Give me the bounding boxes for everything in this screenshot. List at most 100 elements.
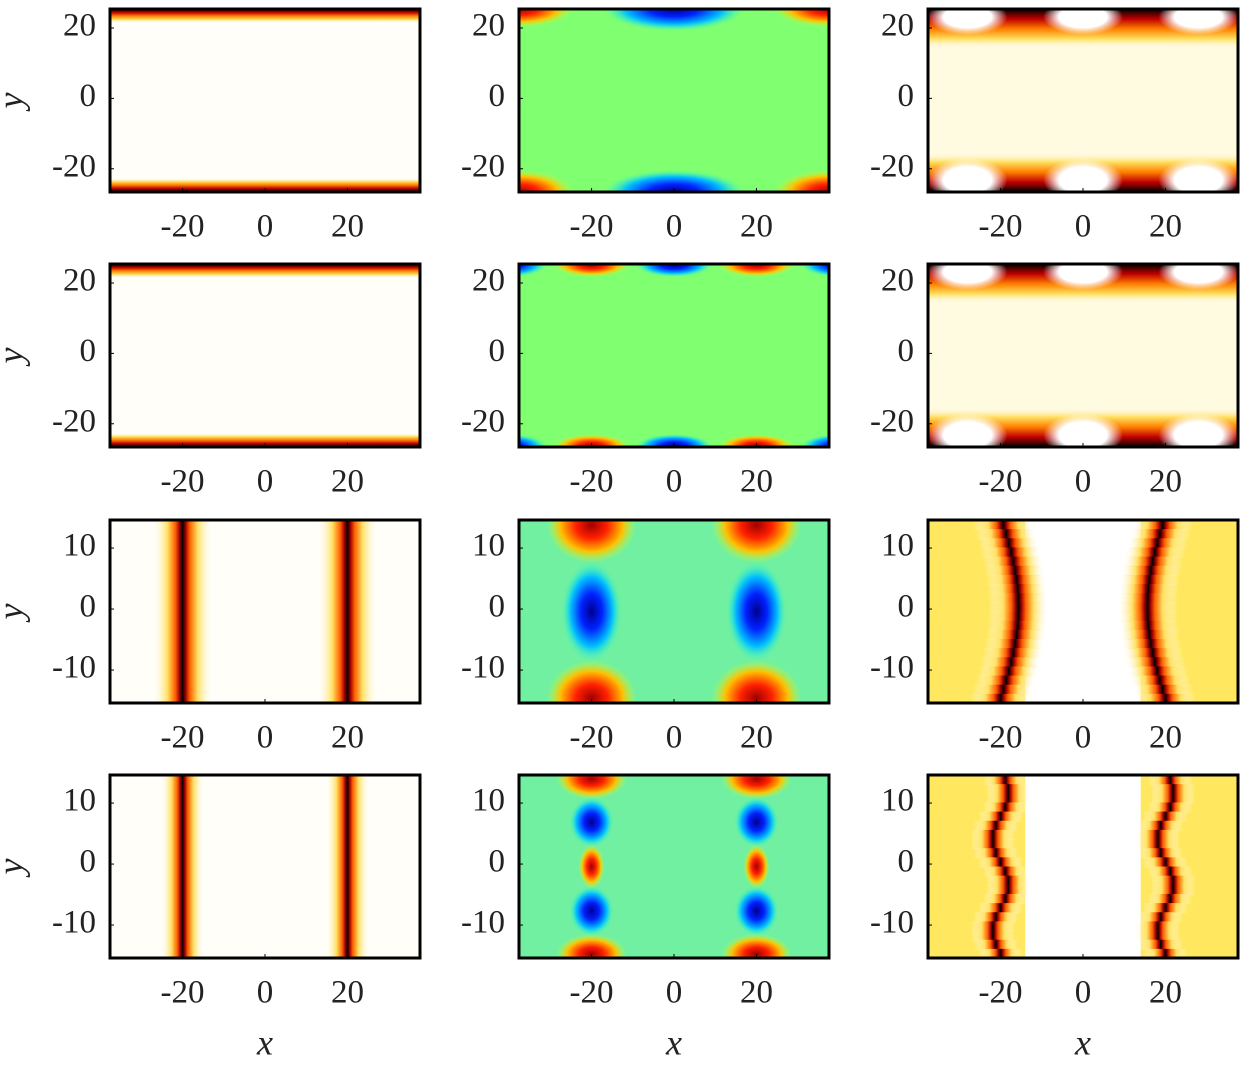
y-axis-label: y — [0, 603, 30, 622]
heatmap-shading — [978, 903, 1023, 914]
heatmap-shading — [569, 886, 614, 936]
heatmap-shading — [986, 574, 1047, 586]
heatmap-shading — [1132, 684, 1193, 695]
heatmap-shading — [152, 520, 213, 703]
heatmap-shading — [983, 556, 1044, 567]
y-tick-label: 20 — [881, 263, 914, 299]
y-tick-label: 0 — [898, 78, 915, 114]
heatmap-shading — [110, 178, 420, 192]
x-tick-label: -20 — [570, 464, 614, 500]
heatmap-shading — [986, 875, 1031, 886]
heatmap — [519, 520, 829, 703]
heatmap-shading — [1129, 529, 1190, 540]
x-tick-label: 20 — [740, 209, 773, 245]
x-tick-label: -20 — [979, 209, 1023, 245]
heatmap-shading — [1148, 866, 1193, 877]
heatmap-shading — [973, 939, 1018, 950]
y-tick-label: -20 — [461, 148, 505, 184]
heatmap-shading — [983, 893, 1028, 905]
x-tick-label: 20 — [1149, 975, 1182, 1011]
y-tick-label: 10 — [472, 528, 505, 564]
x-tick-label: -20 — [570, 975, 614, 1011]
heatmap-shading — [1120, 638, 1181, 650]
heatmap-shading — [556, 775, 627, 799]
heatmap-shading — [981, 547, 1042, 558]
y-tick-label: 0 — [898, 844, 915, 880]
heatmap — [519, 9, 829, 192]
heatmap-shading — [986, 793, 1031, 804]
y-tick-label: -10 — [870, 650, 914, 686]
y-tick-label: -20 — [461, 403, 505, 439]
heatmap-shading — [1119, 574, 1180, 586]
panel: -20 0 20 -20 0 20 — [461, 7, 831, 245]
heatmap-shading — [110, 264, 420, 278]
y-tick-label: 20 — [472, 8, 505, 44]
y-tick-label: -20 — [52, 403, 96, 439]
x-axis-label: x — [1074, 1022, 1091, 1062]
heatmap-shading — [561, 561, 622, 662]
y-tick-label: 10 — [881, 783, 914, 819]
heatmap-shading — [546, 520, 637, 563]
x-axis-label: x — [665, 1022, 682, 1062]
y-tick-label: -20 — [870, 148, 914, 184]
heatmap-shading — [978, 857, 1023, 868]
y-tick-label: 10 — [472, 783, 505, 819]
x-axis-label: x — [256, 1022, 273, 1062]
heatmap-shading — [928, 158, 1008, 192]
y-axis-label: y — [0, 92, 30, 111]
heatmap-shading — [160, 775, 205, 958]
heatmap-shading — [1148, 893, 1193, 905]
y-tick-label: 20 — [472, 263, 505, 299]
heatmap-shading — [978, 666, 1039, 677]
heatmap-shading — [986, 629, 1047, 640]
heatmap-shading — [1135, 693, 1196, 703]
heatmap-shading — [1138, 912, 1183, 923]
heatmap-shading — [988, 602, 1049, 613]
heatmap-shading — [1118, 620, 1179, 631]
heatmap-shading — [970, 693, 1031, 703]
heatmap-shading — [985, 638, 1046, 650]
heatmap-shading — [721, 934, 792, 958]
y-axis-label: y — [0, 347, 30, 366]
y-tick-label: -10 — [52, 905, 96, 941]
heatmap-shading — [973, 820, 1018, 831]
heatmap-shading — [988, 611, 1049, 622]
heatmap-shading — [519, 775, 829, 958]
heatmap-shading — [1151, 793, 1196, 804]
x-tick-label: -20 — [570, 720, 614, 756]
panel: -20 0 20 -10 0 10 x — [461, 773, 831, 1062]
heatmap-shading — [1151, 884, 1196, 895]
heatmap-shading — [519, 264, 829, 447]
heatmap-shading — [1151, 875, 1196, 886]
heatmap-shading — [978, 538, 1039, 549]
heatmap-shading — [578, 844, 605, 889]
heatmap-shading — [1129, 675, 1190, 686]
heatmap-shading — [1135, 921, 1180, 932]
heatmap-shading — [1148, 775, 1193, 786]
y-tick-label: 0 — [489, 844, 506, 880]
heatmap-shading — [1120, 565, 1181, 576]
x-tick-label: -20 — [161, 720, 205, 756]
heatmap — [928, 264, 1238, 447]
heatmap-shading — [553, 264, 630, 277]
y-tick-label: 0 — [80, 589, 97, 625]
y-tick-label: 0 — [898, 333, 915, 369]
heatmap-shading — [519, 264, 548, 277]
y-tick-label: 10 — [63, 528, 96, 564]
heatmap-shading — [981, 657, 1042, 668]
heatmap-shading — [569, 797, 614, 847]
heatmap-shading — [110, 9, 420, 23]
heatmap-shading — [1043, 413, 1123, 447]
heatmap-shading — [636, 264, 712, 277]
heatmap-shading — [519, 170, 574, 192]
x-tick-label: 0 — [666, 209, 683, 245]
heatmap-shading — [636, 434, 712, 447]
heatmap — [519, 264, 829, 447]
x-tick-label: 0 — [257, 464, 274, 500]
x-tick-label: 20 — [740, 975, 773, 1011]
y-axis-label: y — [0, 858, 30, 877]
heatmap — [110, 264, 420, 447]
x-tick-label: 0 — [257, 209, 274, 245]
x-tick-label: -20 — [979, 464, 1023, 500]
x-tick-label: 0 — [666, 720, 683, 756]
